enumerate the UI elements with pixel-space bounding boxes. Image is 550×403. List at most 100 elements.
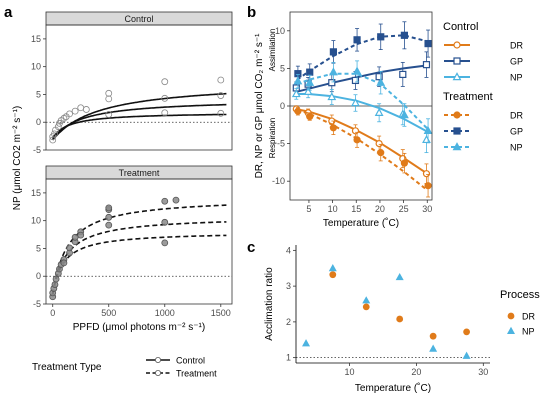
fitted-curve xyxy=(51,204,227,295)
data-point xyxy=(328,79,336,87)
data-point xyxy=(305,77,315,86)
legend-label: Treatment xyxy=(176,369,217,379)
data-point xyxy=(161,109,169,117)
data-point xyxy=(429,332,437,340)
y-tick-label: 2 xyxy=(286,317,291,327)
data-point xyxy=(327,92,337,101)
legend-title: Treatment Type xyxy=(32,362,102,373)
fitted-curve xyxy=(51,221,227,295)
data-point xyxy=(329,124,337,132)
facet-strip-label: Treatment xyxy=(119,168,160,178)
y-tick-label: 15 xyxy=(31,188,41,198)
x-tick-label: 5 xyxy=(306,204,311,214)
data-point xyxy=(375,73,383,81)
legend-key-point xyxy=(154,356,161,363)
legend-group-title: Treatment xyxy=(443,91,493,103)
panel-frame xyxy=(45,178,233,305)
data-point xyxy=(424,39,432,48)
x-tick-label: 1500 xyxy=(211,308,231,318)
data-point xyxy=(60,114,68,122)
x-tick-label: 1000 xyxy=(155,308,175,318)
y-tick-label: 0 xyxy=(36,271,41,281)
y-tick-label: -5 xyxy=(33,145,41,155)
data-point xyxy=(374,107,384,116)
data-point xyxy=(362,296,371,304)
data-point xyxy=(293,76,303,85)
y-axis-title: NP (μmol CO2 m⁻² s⁻¹) xyxy=(12,106,23,210)
data-point xyxy=(105,213,113,221)
y-tick-label: 10 xyxy=(275,26,285,36)
x-tick-label: 10 xyxy=(328,204,338,214)
data-point xyxy=(217,76,225,84)
data-point xyxy=(172,196,180,204)
x-tick-label: 20 xyxy=(375,204,385,214)
legend-key-marker xyxy=(452,72,462,81)
data-point xyxy=(161,197,169,205)
data-point xyxy=(396,315,404,323)
data-point xyxy=(105,95,113,103)
data-point xyxy=(49,136,57,144)
data-point xyxy=(375,140,383,148)
data-point xyxy=(54,123,62,131)
x-tick-label: 0 xyxy=(50,308,55,318)
fitted-curve xyxy=(52,113,227,139)
x-tick-label: 10 xyxy=(345,367,355,377)
data-point xyxy=(217,92,225,99)
data-point xyxy=(52,275,60,283)
legend-key-marker xyxy=(453,111,461,119)
data-point xyxy=(395,272,404,281)
data-point xyxy=(302,339,311,347)
y-tick-label: 10 xyxy=(31,62,41,72)
x-tick-label: 15 xyxy=(351,204,361,214)
data-point xyxy=(161,78,169,86)
legend-label: DR xyxy=(522,312,535,322)
panel-label-b: b xyxy=(247,4,256,21)
legend-label: NP xyxy=(510,143,523,153)
facet-strip-label: Control xyxy=(124,14,153,24)
data-point xyxy=(71,233,79,241)
annotation-respiration: Respiration xyxy=(268,118,277,158)
legend-key-marker xyxy=(507,312,515,320)
legend-key-marker xyxy=(507,326,515,334)
y-tick-label: -5 xyxy=(277,139,285,149)
legend-key-point xyxy=(154,369,161,376)
data-point xyxy=(329,48,337,56)
data-point xyxy=(66,110,73,118)
data-point xyxy=(71,107,79,115)
series-fit-line xyxy=(296,34,428,81)
data-point xyxy=(105,221,113,229)
data-point xyxy=(66,244,73,252)
fitted-curve xyxy=(51,234,227,295)
panel-frame xyxy=(45,24,233,151)
data-point xyxy=(353,36,361,44)
y-tick-label: 15 xyxy=(31,34,41,44)
fitted-curve xyxy=(52,92,227,141)
data-point xyxy=(399,110,409,119)
data-point xyxy=(429,344,438,352)
y-tick-label: -10 xyxy=(272,176,285,186)
data-point xyxy=(422,61,431,69)
x-axis-title: PPFD (μmol photons m⁻² s⁻¹) xyxy=(73,322,205,333)
data-point xyxy=(291,89,301,98)
data-point xyxy=(422,170,431,178)
panel-a-light-response: Control -5 0 5 10 15 Treatment -5 0 5 10 15 0 500 1000… xyxy=(12,11,233,379)
legend-label: NP xyxy=(510,73,523,83)
legend-label: GP xyxy=(510,57,523,67)
x-tick-label: 25 xyxy=(399,204,409,214)
data-point xyxy=(362,303,370,311)
data-point xyxy=(351,76,360,85)
data-point xyxy=(60,259,68,267)
series-fit-line xyxy=(297,93,428,133)
data-point xyxy=(161,239,169,247)
data-point xyxy=(328,264,337,272)
data-point xyxy=(351,98,360,107)
data-point xyxy=(77,104,85,112)
data-point xyxy=(351,127,360,135)
legend-label: DR xyxy=(510,41,523,51)
y-tick-label: 3 xyxy=(286,281,291,291)
legend-label: GP xyxy=(510,127,523,137)
data-point xyxy=(105,89,113,97)
y-tick-label: 1 xyxy=(286,353,291,363)
data-point xyxy=(51,130,58,138)
